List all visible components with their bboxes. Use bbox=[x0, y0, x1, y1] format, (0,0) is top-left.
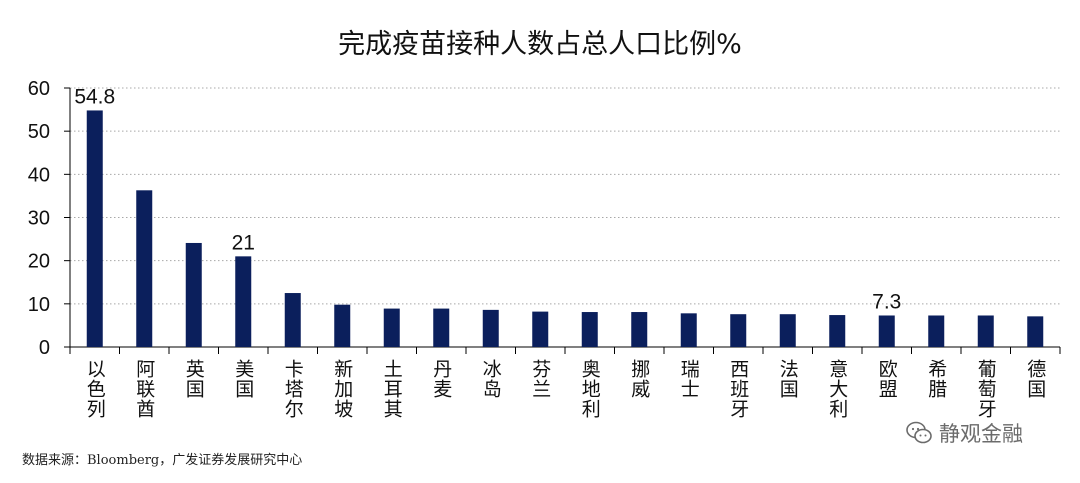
bar-奥地利 bbox=[581, 312, 598, 347]
bar-冰岛 bbox=[482, 309, 499, 347]
x-tick-label: 德国 bbox=[1024, 359, 1046, 399]
x-tick-label: 芬兰 bbox=[529, 359, 551, 399]
source-note: 数据来源：Bloomberg，广发证券发展研究中心 bbox=[22, 453, 303, 468]
y-tick-label: 0 bbox=[39, 337, 50, 359]
data-label: 54.8 bbox=[74, 85, 115, 108]
y-tick-label: 10 bbox=[28, 294, 50, 316]
watermark: 静观金融 bbox=[905, 418, 1023, 448]
watermark-text: 静观金融 bbox=[939, 422, 1023, 446]
bar-英国 bbox=[185, 242, 202, 347]
bar-欧盟 bbox=[878, 315, 895, 347]
x-tick-label: 美国 bbox=[232, 359, 254, 399]
x-tick-label: 以色列 bbox=[84, 359, 106, 419]
x-tick-label: 意大利 bbox=[826, 359, 848, 419]
x-tick-label: 英国 bbox=[183, 359, 205, 399]
y-tick-label: 20 bbox=[28, 251, 50, 273]
x-tick-label: 新加坡 bbox=[331, 359, 353, 419]
bar-以色列 bbox=[86, 110, 103, 348]
y-tick-label: 60 bbox=[28, 78, 50, 100]
x-tick-label: 挪威 bbox=[628, 359, 650, 399]
bar-意大利 bbox=[829, 315, 846, 347]
x-tick-label: 奥地利 bbox=[579, 359, 601, 419]
y-tick-label: 40 bbox=[28, 164, 50, 186]
x-tick-label: 丹麦 bbox=[430, 359, 452, 399]
bar-芬兰 bbox=[532, 311, 549, 347]
x-tick-label: 土耳其 bbox=[381, 359, 403, 419]
x-tick-label: 西班牙 bbox=[727, 359, 749, 419]
chart-title: 完成疫苗接种人数占总人口比例% bbox=[338, 29, 742, 60]
bar-西班牙 bbox=[730, 314, 747, 347]
x-tick-label: 葡萄牙 bbox=[975, 359, 997, 419]
bar-挪威 bbox=[631, 312, 648, 347]
bar-阿联酋 bbox=[136, 190, 153, 347]
bar-法国 bbox=[779, 314, 796, 347]
data-label: 21 bbox=[232, 231, 255, 254]
bar-德国 bbox=[1027, 316, 1044, 347]
bar-希腊 bbox=[928, 315, 945, 347]
x-tick-label: 阿联酋 bbox=[133, 359, 155, 419]
bar-瑞士 bbox=[680, 313, 697, 347]
bar-美国 bbox=[235, 256, 252, 347]
wechat-icon bbox=[906, 421, 932, 444]
bar-卡塔尔 bbox=[284, 293, 301, 347]
y-tick-label: 30 bbox=[28, 208, 50, 230]
x-tick-label: 希腊 bbox=[925, 359, 947, 399]
bar-葡萄牙 bbox=[977, 315, 994, 347]
x-tick-label: 法国 bbox=[777, 359, 799, 399]
x-tick-label: 卡塔尔 bbox=[282, 359, 304, 419]
y-tick-label: 50 bbox=[28, 121, 50, 143]
bar-土耳其 bbox=[383, 308, 400, 347]
bar-新加坡 bbox=[334, 304, 351, 347]
x-tick-label: 瑞士 bbox=[678, 359, 700, 399]
bar-丹麦 bbox=[433, 308, 450, 347]
x-tick-label: 冰岛 bbox=[480, 359, 502, 399]
data-label: 7.3 bbox=[872, 290, 901, 313]
x-tick-label: 欧盟 bbox=[876, 359, 898, 399]
